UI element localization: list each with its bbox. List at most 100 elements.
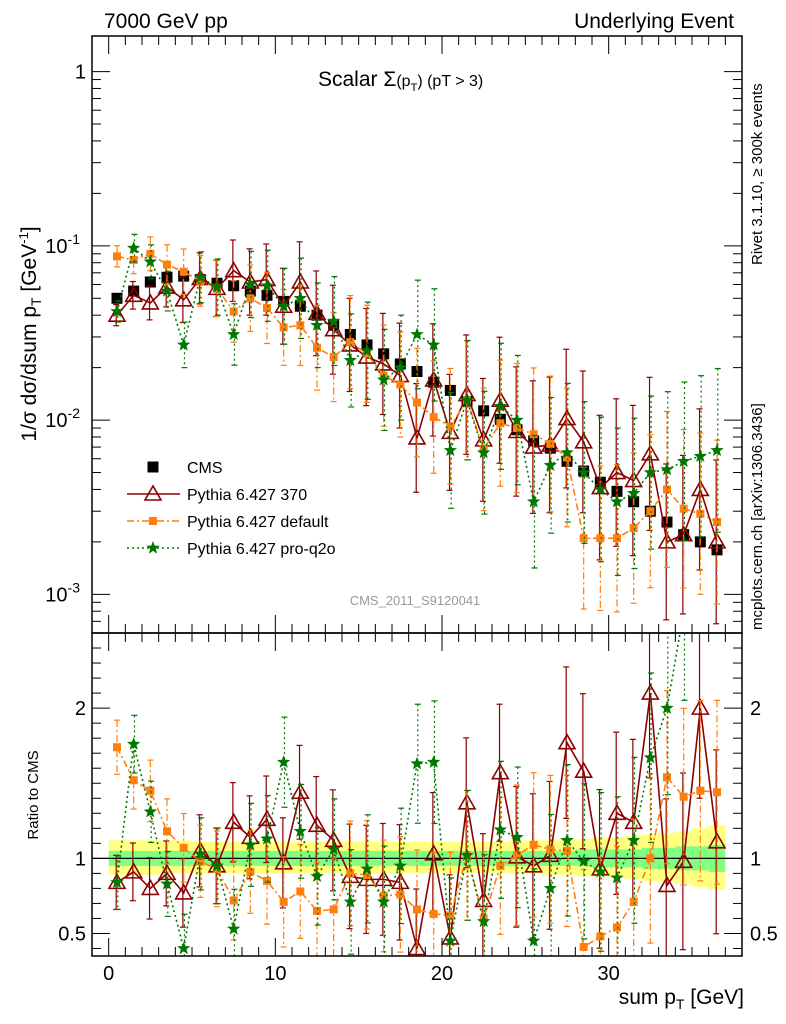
ratio-point — [290, 782, 310, 800]
ratio-point — [529, 840, 538, 849]
ratio-point — [593, 864, 607, 878]
data-point — [246, 294, 255, 303]
data-point — [324, 320, 344, 337]
ratio-point — [246, 867, 255, 876]
data-point — [210, 280, 224, 293]
ratio-point — [596, 932, 605, 941]
ratio-point — [279, 897, 288, 906]
data-point — [460, 393, 474, 406]
data-point — [493, 399, 507, 412]
data-point — [160, 284, 174, 297]
ratio-point — [610, 870, 624, 884]
ratio-point — [196, 857, 205, 866]
legend-item-1: Pythia 6.427 370 — [127, 484, 307, 504]
ratio-point — [543, 881, 557, 895]
ratio-point — [346, 869, 355, 878]
data-point — [196, 276, 205, 285]
data-point — [313, 343, 321, 352]
data-point — [413, 398, 421, 407]
data-point — [227, 327, 241, 341]
ratio-point — [224, 812, 244, 830]
data-point — [110, 304, 124, 318]
main-panel-ticks: 1 10-1 10-2 10-3 — [45, 36, 742, 634]
ratio-point — [563, 846, 571, 855]
ratio-point — [643, 750, 657, 764]
series-3 — [110, 233, 724, 577]
ratio-point — [546, 845, 555, 854]
data-point — [660, 462, 674, 476]
ratio-point — [360, 861, 374, 875]
data-point — [646, 507, 655, 516]
ratio-point — [113, 743, 121, 752]
legend-marker — [146, 541, 160, 554]
ratio-point — [110, 875, 124, 888]
ratio-point — [263, 876, 271, 885]
data-point — [563, 453, 571, 462]
data-point — [374, 354, 394, 371]
legend-item-3: Pythia 6.427 pro-q2o — [127, 541, 336, 558]
ratio-series-2 — [110, 605, 705, 956]
data-point — [613, 534, 621, 543]
data-point — [643, 465, 657, 479]
ratio-point — [327, 842, 341, 855]
data-point — [477, 445, 491, 459]
data-point — [229, 307, 238, 316]
ratio-point — [307, 815, 327, 833]
data-point — [593, 482, 607, 496]
x-axis-label: sum pT [GeV] — [619, 986, 744, 1012]
data-point — [310, 318, 324, 331]
ratio-panel-ticks: 0.5 0.51 12 20 10 20 30 — [58, 633, 778, 985]
ratio-point — [557, 733, 577, 750]
ratio-point — [243, 837, 257, 851]
ratio-point — [443, 934, 457, 947]
data-point — [543, 458, 557, 471]
data-point — [574, 432, 594, 449]
ratio-point — [129, 776, 138, 785]
legend-marker — [147, 461, 159, 473]
ratio-y-axis-label: Ratio to CMS — [25, 750, 42, 839]
data-point — [411, 366, 423, 378]
data-point — [510, 413, 524, 426]
ratio-point — [493, 822, 507, 836]
ratio-point — [213, 864, 221, 873]
ratio-point — [677, 605, 690, 618]
data-point — [360, 343, 374, 357]
ratio-point — [177, 941, 191, 955]
ratio-point — [660, 701, 674, 714]
main-series-group — [107, 233, 727, 625]
data-point — [129, 255, 138, 264]
legend-label: Pythia 6.427 370 — [187, 487, 307, 504]
ratio-point — [496, 861, 505, 870]
data-point — [277, 299, 291, 312]
y-tick-label: 10-2 — [45, 405, 80, 432]
ratio-point — [274, 853, 294, 870]
data-point — [146, 249, 155, 258]
data-point — [363, 349, 371, 358]
x-tick-label: 0 — [103, 963, 114, 985]
data-point — [693, 449, 707, 462]
data-point — [124, 285, 144, 303]
data-point — [263, 303, 271, 312]
y-tick-label: 10-1 — [45, 231, 80, 258]
ratio-series-group — [92, 605, 742, 956]
ratio-point — [640, 683, 660, 700]
ratio-point — [446, 911, 455, 920]
ratio-y-tick-label-right: 2 — [750, 698, 761, 720]
data-point — [629, 524, 638, 533]
ratio-point — [524, 856, 544, 873]
data-point — [293, 291, 307, 304]
header-right: Underlying Event — [574, 10, 734, 33]
ratio-point — [490, 763, 510, 780]
data-point — [577, 465, 591, 479]
data-point — [140, 293, 160, 310]
y-axis-label: 1/σ dσ/dsum pT [GeV-1] — [16, 226, 44, 441]
data-point — [410, 327, 424, 341]
ratio-point — [260, 831, 274, 845]
data-point — [478, 405, 490, 417]
data-point — [546, 439, 555, 448]
data-point — [240, 272, 260, 289]
ratio-point — [127, 737, 141, 750]
data-point — [193, 270, 207, 283]
watermark: CMS_2011_S9120041 — [350, 593, 481, 608]
